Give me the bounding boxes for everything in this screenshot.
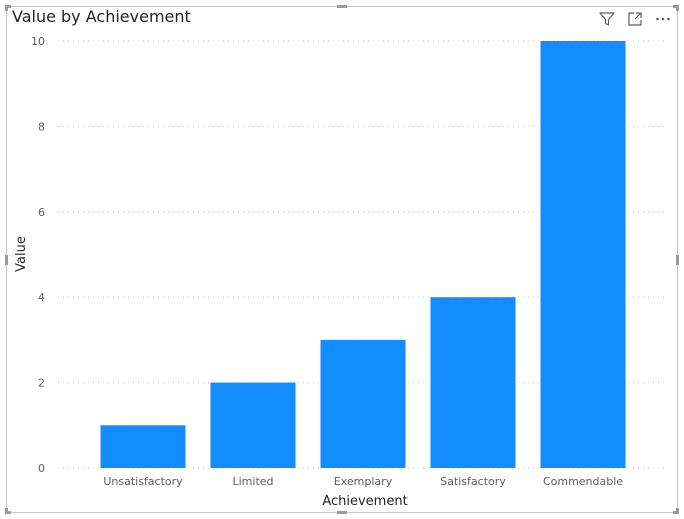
more-options-icon[interactable] xyxy=(654,10,672,28)
focus-mode-icon[interactable] xyxy=(626,10,644,28)
x-tick-label: Commendable xyxy=(543,475,623,488)
y-tick-label: 8 xyxy=(38,120,45,133)
resize-handle-right[interactable] xyxy=(676,255,679,265)
x-tick-label: Exemplary xyxy=(334,475,393,488)
bar-satisfactory[interactable] xyxy=(430,297,516,468)
resize-handle-left[interactable] xyxy=(5,255,8,265)
x-axis-title: Achievement xyxy=(322,494,407,509)
filter-icon[interactable] xyxy=(598,10,616,28)
visual-header-toolbar xyxy=(598,10,672,28)
resize-handle-top-right-v[interactable] xyxy=(676,5,679,11)
resize-handle-bottom-left-v[interactable] xyxy=(5,508,8,514)
bars xyxy=(100,41,626,468)
bar-limited[interactable] xyxy=(210,382,296,468)
x-tick-label: Unsatisfactory xyxy=(103,475,183,488)
resize-handle-top[interactable] xyxy=(337,5,347,8)
y-axis-tick-labels: 0 2 4 6 8 10 xyxy=(31,35,45,475)
y-tick-label: 10 xyxy=(31,35,45,48)
y-tick-label: 4 xyxy=(38,291,45,304)
resize-handle-top-left-v[interactable] xyxy=(5,5,8,11)
resize-handle-bottom-right-v[interactable] xyxy=(676,508,679,514)
x-axis-tick-labels: Unsatisfactory Limited Exemplary Satisfacto… xyxy=(103,475,623,488)
y-tick-label: 2 xyxy=(38,377,45,390)
chart-title: Value by Achievement xyxy=(12,7,191,26)
x-tick-label: Limited xyxy=(232,475,273,488)
x-tick-label: Satisfactory xyxy=(440,475,506,488)
y-axis-title: Value xyxy=(14,236,29,272)
y-tick-label: 0 xyxy=(38,462,45,475)
resize-handle-bottom-left[interactable] xyxy=(5,511,11,514)
bar-unsatisfactory[interactable] xyxy=(100,425,186,468)
bar-commendable[interactable] xyxy=(540,41,626,468)
bar-exemplary[interactable] xyxy=(320,339,406,468)
resize-handle-top-left[interactable] xyxy=(5,5,11,8)
resize-handle-bottom[interactable] xyxy=(337,511,347,514)
y-tick-label: 6 xyxy=(38,206,45,219)
